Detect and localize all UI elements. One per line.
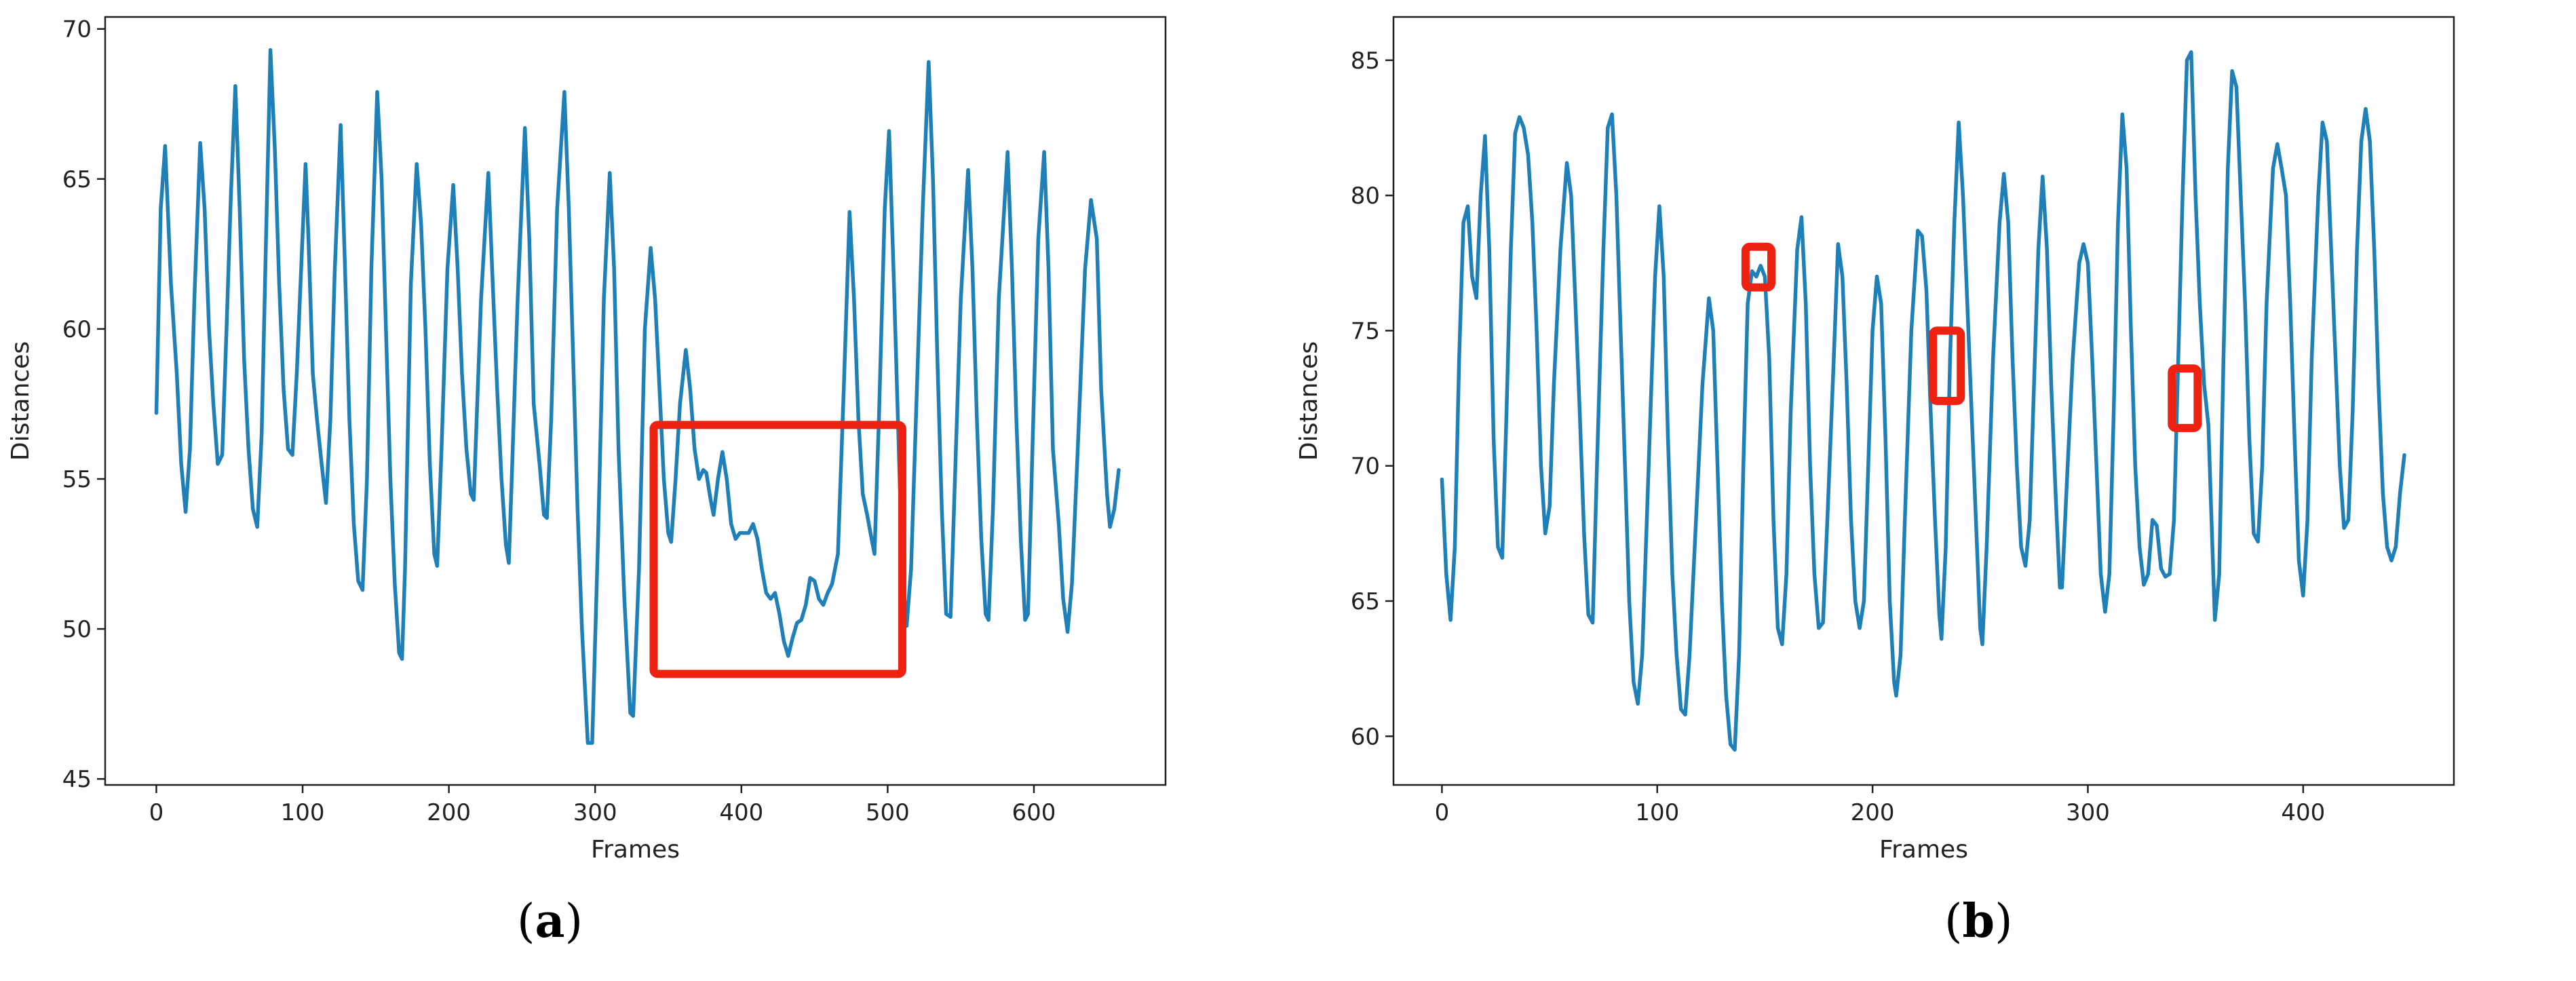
y-tick-label: 70 (62, 16, 92, 43)
y-tick-label: 60 (62, 316, 92, 343)
y-tick-label: 70 (1351, 453, 1380, 480)
x-tick-label: 200 (427, 799, 471, 826)
x-tick-label: 100 (1635, 799, 1679, 826)
line-chart-b: 0 100 200 300 400 60 65 70 75 80 85 Frames Distances (1295, 16, 2455, 864)
series-line (1440, 50, 2406, 752)
series-line (154, 47, 1121, 745)
y-tick-label: 65 (62, 166, 92, 193)
x-tick-label: 200 (1851, 799, 1895, 826)
plot-frame (104, 16, 1167, 786)
y-axis-title: Distances (7, 341, 35, 461)
x-axis-title: Frames (591, 836, 680, 864)
x-tick-label: 300 (573, 799, 617, 826)
highlight-box (1928, 326, 1965, 406)
highlight-box (2168, 364, 2202, 432)
x-tick-label: 400 (2281, 799, 2325, 826)
plot-frame (1392, 16, 2455, 786)
subfigure-a: 0 100 200 300 400 500 600 45 50 55 60 65 70 Frames Dis… (7, 16, 1167, 948)
x-tick-label: 100 (281, 799, 325, 826)
x-tick-label: 500 (866, 799, 910, 826)
y-tick-label: 55 (62, 466, 92, 493)
subfigure-caption-a: (a) (517, 894, 583, 948)
y-tick-label: 80 (1351, 182, 1380, 210)
subfigure-b: 0 100 200 300 400 60 65 70 75 80 85 Frames Distances… (1288, 0, 2576, 981)
y-axis-title: Distances (1295, 341, 1323, 461)
x-tick-label: 0 (1435, 799, 1450, 826)
y-tick-label: 45 (62, 766, 92, 793)
highlight-box (649, 421, 906, 678)
y-tick-label: 65 (1351, 588, 1380, 615)
y-tick-label: 75 (1351, 318, 1380, 345)
x-tick-label: 300 (2066, 799, 2110, 826)
x-tick-label: 0 (149, 799, 164, 826)
x-axis-title: Frames (1879, 836, 1968, 864)
y-tick-label: 60 (1351, 723, 1380, 750)
line-chart-a: 0 100 200 300 400 500 600 45 50 55 60 65 70 Frames Dis… (7, 16, 1167, 864)
x-tick-label: 600 (1012, 799, 1056, 826)
x-tick-label: 400 (719, 799, 763, 826)
subfigure-caption-b: (b) (1944, 894, 2013, 948)
y-tick-label: 50 (62, 616, 92, 643)
y-tick-label: 85 (1351, 47, 1380, 75)
highlight-box (1741, 242, 1775, 292)
